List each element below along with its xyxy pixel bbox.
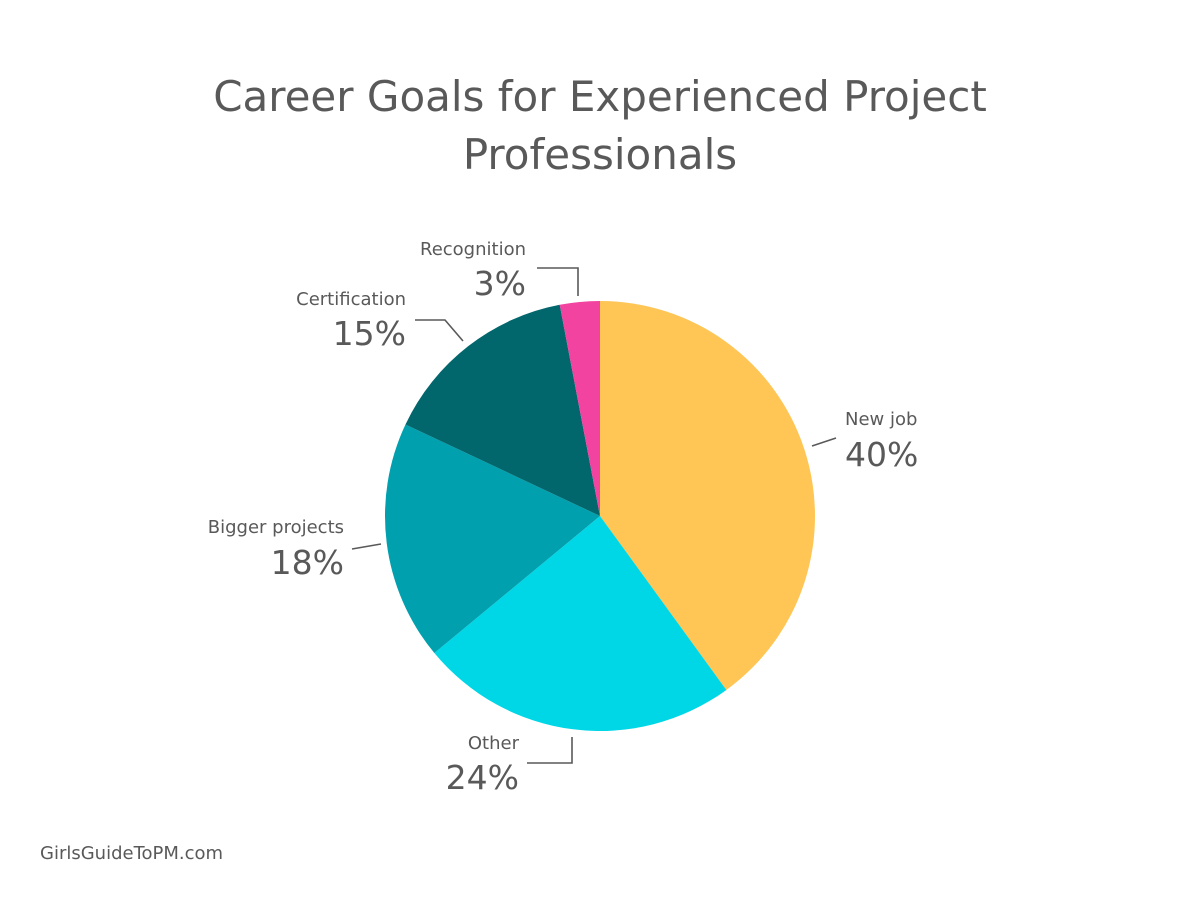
leader-line-certification bbox=[415, 319, 464, 342]
slice-value-certification: 15% bbox=[333, 314, 406, 353]
pie-slice-certification bbox=[405, 304, 600, 516]
leader-lines bbox=[351, 267, 837, 764]
slice-label-bigger-projects: Bigger projects bbox=[208, 517, 344, 538]
slice-labels: New job 40% Other 24% Bigger projects 18… bbox=[208, 239, 919, 797]
source-credit: GirlsGuideToPM.com bbox=[40, 843, 224, 864]
chart-title-line-1: Career Goals for Experienced Project bbox=[213, 72, 987, 121]
slice-value-other: 24% bbox=[446, 758, 519, 797]
slice-value-bigger-projects: 18% bbox=[271, 543, 344, 582]
pie-slice-new-job bbox=[600, 301, 815, 690]
chart-title-line-2: Professionals bbox=[462, 130, 738, 179]
slice-label-certification: Certification bbox=[296, 289, 406, 310]
leader-line-bigger-projects bbox=[351, 543, 382, 550]
pie-slice-bigger-projects bbox=[384, 424, 600, 654]
slice-label-recognition: Recognition bbox=[420, 239, 526, 260]
leader-line-new-job bbox=[811, 437, 837, 447]
pie-slice-recognition bbox=[559, 301, 600, 516]
pie-slice-other bbox=[434, 516, 727, 732]
leader-line-recognition bbox=[537, 267, 579, 296]
slice-label-new-job: New job bbox=[845, 409, 917, 430]
slice-value-new-job: 40% bbox=[845, 435, 918, 474]
slice-label-other: Other bbox=[468, 733, 520, 754]
slice-value-recognition: 3% bbox=[474, 264, 526, 303]
pie-slices bbox=[384, 301, 815, 732]
chart-title: Career Goals for Experienced Project Pro… bbox=[0, 68, 1200, 184]
leader-line-other bbox=[527, 737, 573, 764]
